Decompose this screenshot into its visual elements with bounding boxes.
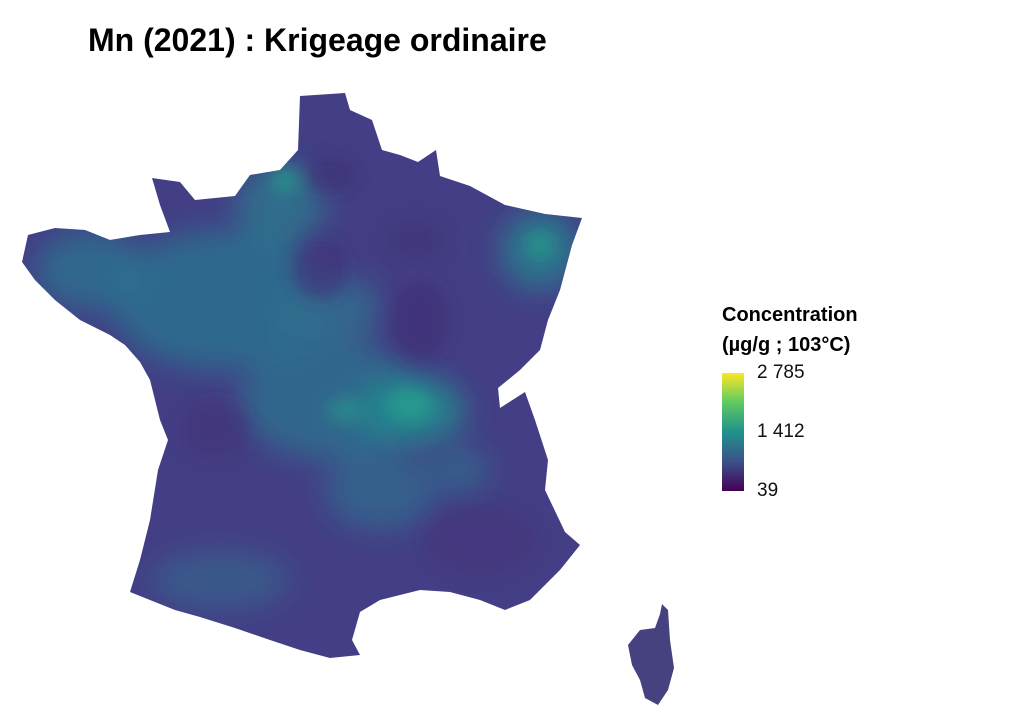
corsica [628, 604, 674, 705]
legend-tick-label: 39 [757, 480, 779, 501]
legend-tick-label: 1 412 [757, 421, 805, 442]
legend-tick-label: 2 785 [757, 362, 805, 383]
legend-colorbar [722, 373, 744, 491]
map-title: Mn (2021) : Krigeage ordinaire [88, 22, 547, 58]
legend-title-line2: (µg/g ; 103°C) [722, 334, 851, 356]
legend-title-line1: Concentration [722, 304, 858, 326]
legend: Concentration (µg/g ; 103°C) 2 785 1 412… [722, 300, 942, 501]
